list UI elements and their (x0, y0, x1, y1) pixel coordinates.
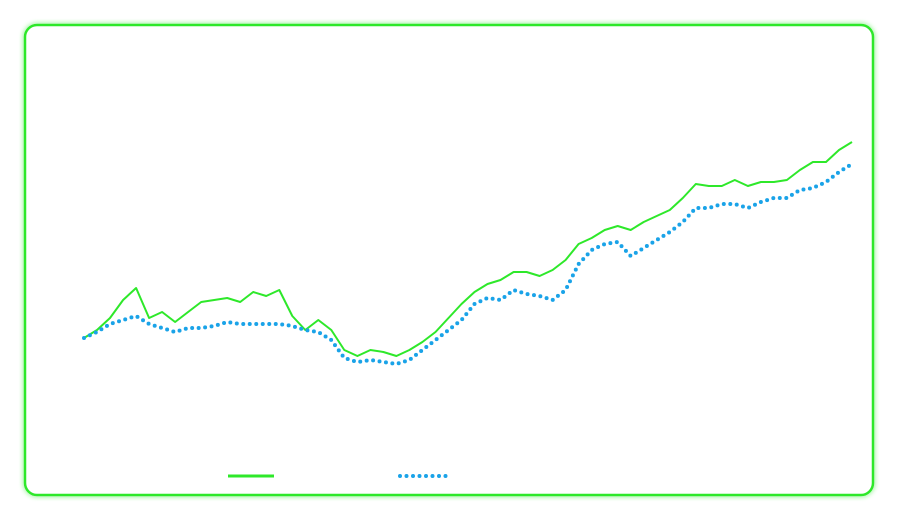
data-line (83, 141, 853, 357)
data-line (82, 162, 854, 367)
card-border (23, 23, 875, 497)
